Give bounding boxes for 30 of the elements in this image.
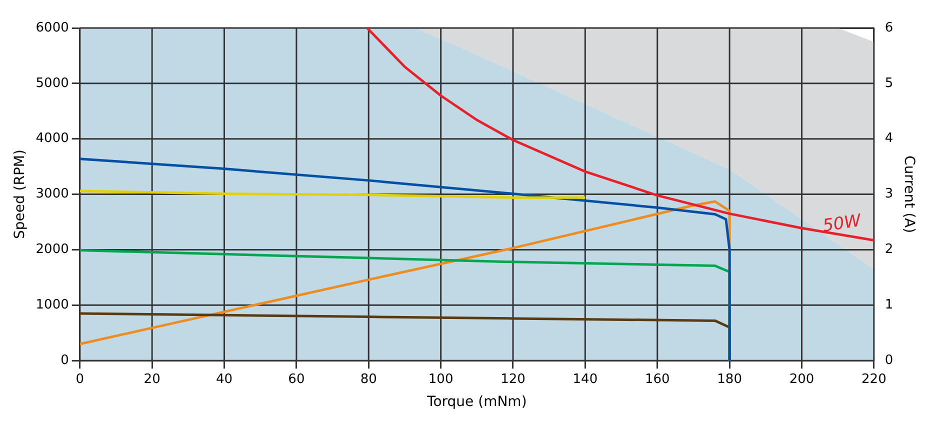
y2-axis-title: Current (A) [900, 156, 917, 234]
y2-tick-label: 0 [884, 352, 894, 368]
x-tick-label: 160 [644, 372, 670, 387]
x-tick-label: 200 [789, 372, 814, 387]
y-tick-label: 4000 [36, 131, 69, 146]
y-axis-title: Speed (RPM) [12, 150, 28, 240]
x-tick-label: 60 [288, 372, 305, 387]
y-tick-label: 5000 [36, 76, 69, 91]
y-tick-label: 3000 [36, 186, 69, 202]
y-tick-label: 6000 [36, 20, 69, 36]
x-tick-label: 220 [862, 372, 886, 387]
y2-tick-label: 3 [884, 186, 894, 202]
x-tick-label: 180 [717, 372, 742, 387]
x-tick-label: 40 [216, 372, 233, 387]
y2-tick-label: 6 [884, 20, 894, 36]
x-tick-label: 100 [428, 372, 454, 387]
annotation: 50W [821, 210, 864, 236]
x-tick-label: 120 [500, 372, 526, 387]
y-tick-label: 1000 [36, 298, 69, 313]
y2-tick-label: 5 [884, 76, 894, 91]
y-tick-label: 2000 [36, 242, 69, 258]
x-axis-title: Torque (mNm) [426, 394, 527, 410]
x-tick-label: 0 [76, 372, 84, 387]
x-tick-label: 140 [572, 372, 598, 387]
y2-tick-label: 4 [884, 131, 894, 146]
x-tick-label: 20 [144, 372, 160, 387]
y2-tick-label: 2 [884, 242, 894, 258]
y2-tick-label: 1 [884, 298, 894, 313]
y-tick-label: 0 [60, 352, 69, 368]
x-tick-label: 80 [360, 372, 377, 387]
